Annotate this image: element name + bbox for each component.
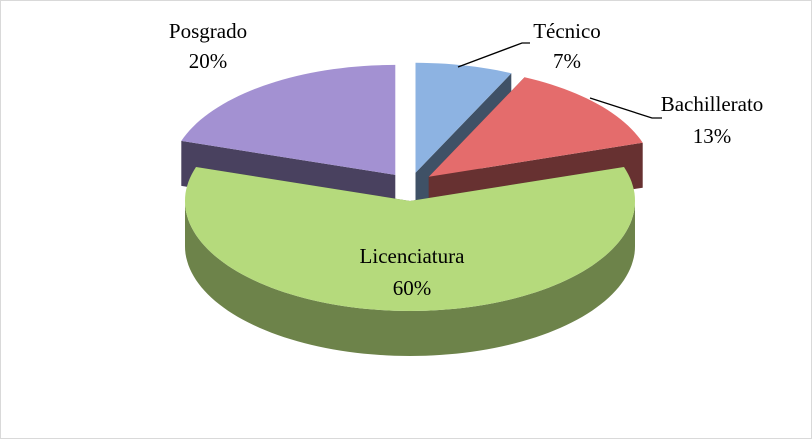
category-label: Bachillerato — [661, 92, 764, 116]
category-label: Licenciatura — [360, 244, 466, 268]
slice — [185, 167, 635, 311]
category-label: Técnico — [533, 19, 601, 43]
slice — [428, 77, 643, 177]
leader-line — [589, 97, 662, 119]
value-label: 7% — [553, 49, 581, 73]
value-label: 20% — [189, 49, 228, 73]
slice — [181, 64, 396, 175]
leader-line — [457, 42, 530, 68]
value-label: 60% — [393, 276, 432, 300]
value-label: 13% — [693, 124, 732, 148]
category-label: Posgrado — [169, 19, 247, 43]
slice-outer-wall — [185, 201, 635, 356]
slice-tops — [181, 62, 643, 311]
labels: Técnico 7% Bachillerato 13% Licenciatura 60% P… — [169, 19, 763, 300]
slice — [415, 62, 512, 173]
